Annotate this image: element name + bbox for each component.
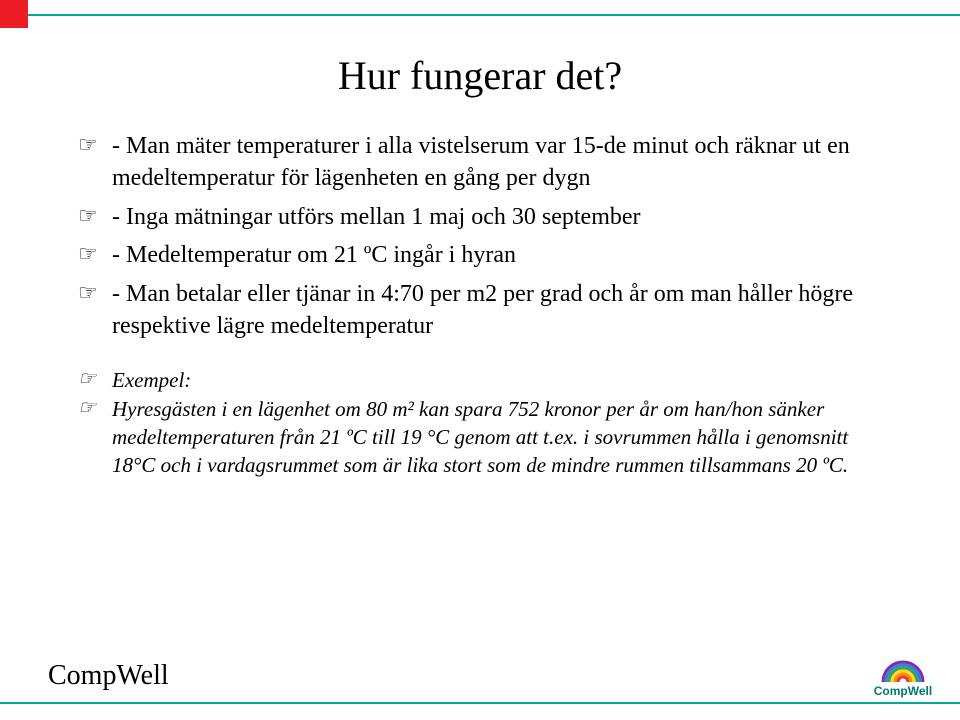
example-block: ☞ Exempel: ☞ Hyresgästen i en lägenhet o… bbox=[78, 366, 880, 479]
hand-icon: ☞ bbox=[78, 366, 112, 393]
bullet-item: ☞ - Man mäter temperaturer i alla vistel… bbox=[78, 130, 880, 195]
logo: CompWell bbox=[864, 652, 942, 698]
bottom-rule bbox=[0, 702, 960, 704]
content-area: ☞ - Man mäter temperaturer i alla vistel… bbox=[78, 130, 880, 480]
corner-square bbox=[0, 0, 28, 28]
bullet-text: - Inga mätningar utförs mellan 1 maj och… bbox=[112, 201, 880, 233]
bullet-item: ☞ - Inga mätningar utförs mellan 1 maj o… bbox=[78, 201, 880, 233]
example-label: Exempel: bbox=[112, 366, 880, 394]
bullet-item: ☞ - Man betalar eller tjänar in 4:70 per… bbox=[78, 278, 880, 343]
footer-brand: CompWell bbox=[48, 660, 169, 692]
hand-icon: ☞ bbox=[78, 239, 112, 269]
logo-label: CompWell bbox=[864, 684, 942, 698]
hand-icon: ☞ bbox=[78, 201, 112, 231]
bullet-item: ☞ - Medeltemperatur om 21 ºC ingår i hyr… bbox=[78, 239, 880, 271]
page-title: Hur fungerar det? bbox=[0, 52, 960, 99]
hand-icon: ☞ bbox=[78, 130, 112, 160]
hand-icon: ☞ bbox=[78, 395, 112, 422]
rainbow-icon bbox=[879, 652, 927, 682]
top-rule bbox=[28, 14, 960, 16]
hand-icon: ☞ bbox=[78, 278, 112, 308]
bullet-text: - Man betalar eller tjänar in 4:70 per m… bbox=[112, 278, 880, 343]
example-text: Hyresgästen i en lägenhet om 80 m² kan s… bbox=[112, 395, 880, 480]
bullet-text: - Medeltemperatur om 21 ºC ingår i hyran bbox=[112, 239, 880, 271]
bullet-text: - Man mäter temperaturer i alla vistelse… bbox=[112, 130, 880, 195]
